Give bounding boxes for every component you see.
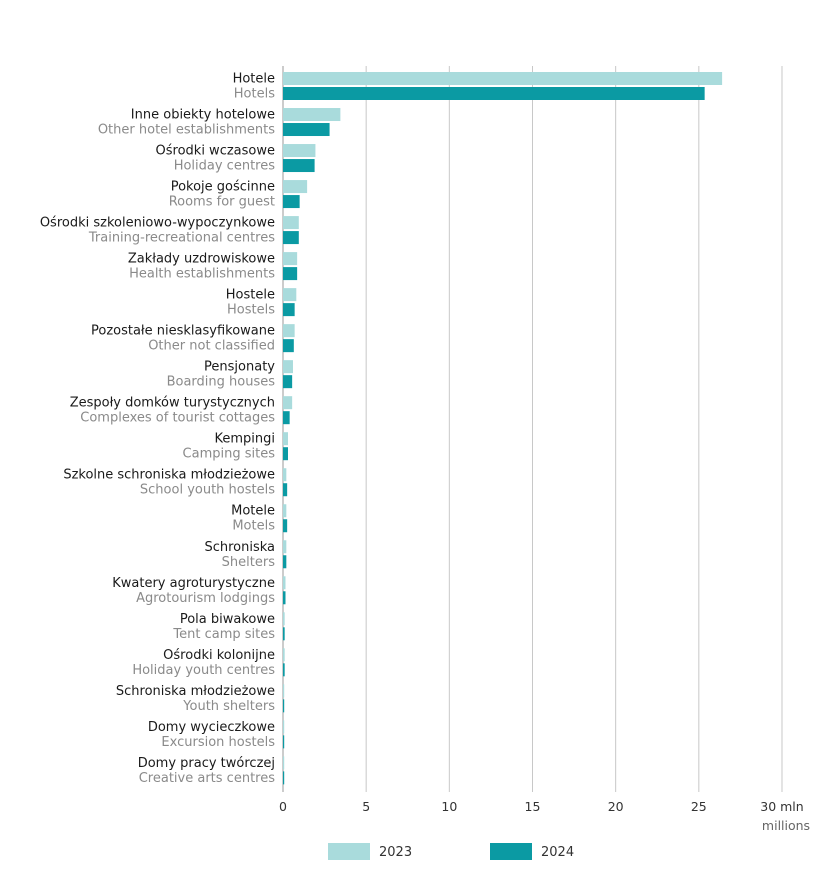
category-label-pl: Pokoje gościnne	[171, 180, 275, 195]
bar-2023	[283, 720, 285, 734]
category-label-pl: Schroniska	[204, 540, 275, 555]
category-label-pl: Ośrodki kolonijne	[163, 648, 275, 663]
bar-2024	[283, 303, 295, 317]
bar-2023	[283, 216, 299, 230]
category-label-en: Youth shelters	[182, 699, 275, 714]
category-label-pl: Szkolne schroniska młodzieżowe	[63, 468, 275, 483]
bar-2024	[283, 663, 285, 677]
category-label-en: Agrotourism lodgings	[136, 591, 275, 606]
bar-2023	[283, 504, 287, 518]
bar-2024	[283, 447, 288, 461]
bar-2023	[283, 324, 295, 338]
bar-2023	[283, 432, 288, 446]
category-label-pl: Schroniska młodzieżowe	[116, 684, 275, 699]
x-axis-ticks: 0 5 10 15 20 25 30 mln	[279, 799, 804, 814]
category-label-pl: Domy wycieczkowe	[148, 720, 275, 735]
category-label-pl: Ośrodki wczasowe	[156, 144, 275, 159]
bar-2024	[283, 483, 288, 497]
bar-2023	[283, 648, 285, 662]
category-label-en: Other hotel establishments	[98, 123, 275, 138]
category-label-en: Hostels	[227, 303, 275, 318]
category-label-pl: Zakłady uzdrowiskowe	[128, 252, 275, 267]
bar-2023	[283, 252, 298, 266]
bar-2024	[283, 519, 288, 533]
category-label-en: Complexes of tourist cottages	[80, 411, 275, 426]
bar-2023	[283, 576, 286, 590]
bar-2024	[283, 411, 290, 425]
bar-2023	[283, 288, 297, 302]
bar-2024	[283, 159, 315, 173]
category-label-pl: Ośrodki szkoleniowo-wypoczynkowe	[40, 216, 275, 231]
bar-2023	[283, 108, 341, 122]
bars	[283, 72, 723, 785]
category-label-pl: Inne obiekty hotelowe	[131, 108, 275, 123]
bar-2023	[283, 756, 285, 770]
bar-2024	[283, 735, 285, 749]
category-label-pl: Domy pracy twórczej	[138, 756, 275, 771]
bar-2023	[283, 396, 293, 410]
category-label-pl: Hotele	[233, 72, 275, 87]
bar-2024	[283, 375, 293, 389]
bar-2024	[283, 627, 285, 641]
x-tick-label: 10	[441, 799, 457, 814]
category-label-en: Training-recreational centres	[88, 231, 275, 246]
legend-swatch-2024	[490, 843, 532, 860]
category-label-en: Other not classified	[148, 339, 275, 354]
category-label-en: Health establishments	[129, 267, 275, 282]
x-tick-label: 25	[691, 799, 707, 814]
category-label-pl: Pola biwakowe	[180, 612, 275, 627]
category-label-pl: Kwatery agroturystyczne	[112, 576, 275, 591]
x-axis-unit-label: millions	[762, 818, 810, 833]
category-label-en: Rooms for guest	[169, 195, 275, 210]
bar-2024	[283, 231, 299, 245]
category-label-en: Shelters	[222, 555, 276, 570]
gridlines	[282, 66, 783, 792]
category-label-en: Motels	[232, 519, 275, 534]
legend-label-2023: 2023	[379, 845, 412, 860]
legend: 2023 2024	[328, 843, 574, 860]
category-label-en: Excursion hostels	[161, 735, 275, 750]
category-label-en: Holiday centres	[174, 159, 276, 174]
category-label-en: Holiday youth centres	[132, 663, 275, 678]
x-tick-label: 0	[279, 799, 287, 814]
bar-2024	[283, 591, 286, 605]
bar-2024	[283, 555, 287, 569]
bar-2023	[283, 684, 285, 698]
bar-2023	[283, 144, 316, 158]
bar-2024	[283, 699, 285, 713]
category-label-pl: Zespoły domków turystycznych	[70, 396, 275, 411]
x-tick-label: 30 mln	[760, 799, 803, 814]
bar-2024	[283, 195, 300, 209]
x-tick-label: 5	[362, 799, 370, 814]
bar-2023	[283, 468, 287, 482]
category-label-en: Hotels	[234, 87, 275, 102]
bar-2024	[283, 267, 298, 281]
bar-2024	[283, 771, 285, 785]
bar-2024	[283, 123, 330, 137]
category-label-pl: Kempingi	[214, 432, 275, 447]
category-label-en: Boarding houses	[167, 375, 276, 390]
x-tick-label: 15	[525, 799, 541, 814]
bar-2023	[283, 180, 308, 194]
bar-2023	[283, 540, 287, 554]
category-label-en: School youth hostels	[140, 483, 275, 498]
category-label-pl: Pozostałe niesklasyfikowane	[91, 324, 275, 339]
category-label-pl: Pensjonaty	[204, 360, 275, 375]
category-label-en: Camping sites	[183, 447, 276, 462]
bar-2023	[283, 612, 285, 626]
bar-2023	[283, 72, 723, 85]
x-tick-label: 20	[608, 799, 624, 814]
category-label-en: Tent camp sites	[172, 627, 275, 642]
category-label-en: Creative arts centres	[139, 771, 275, 786]
bar-2024	[283, 87, 705, 100]
bar-2023	[283, 360, 293, 374]
legend-label-2024: 2024	[541, 845, 574, 860]
legend-swatch-2023	[328, 843, 370, 860]
bar-2024	[283, 339, 294, 353]
category-label-pl: Hostele	[226, 288, 275, 303]
category-label-pl: Motele	[231, 504, 275, 519]
